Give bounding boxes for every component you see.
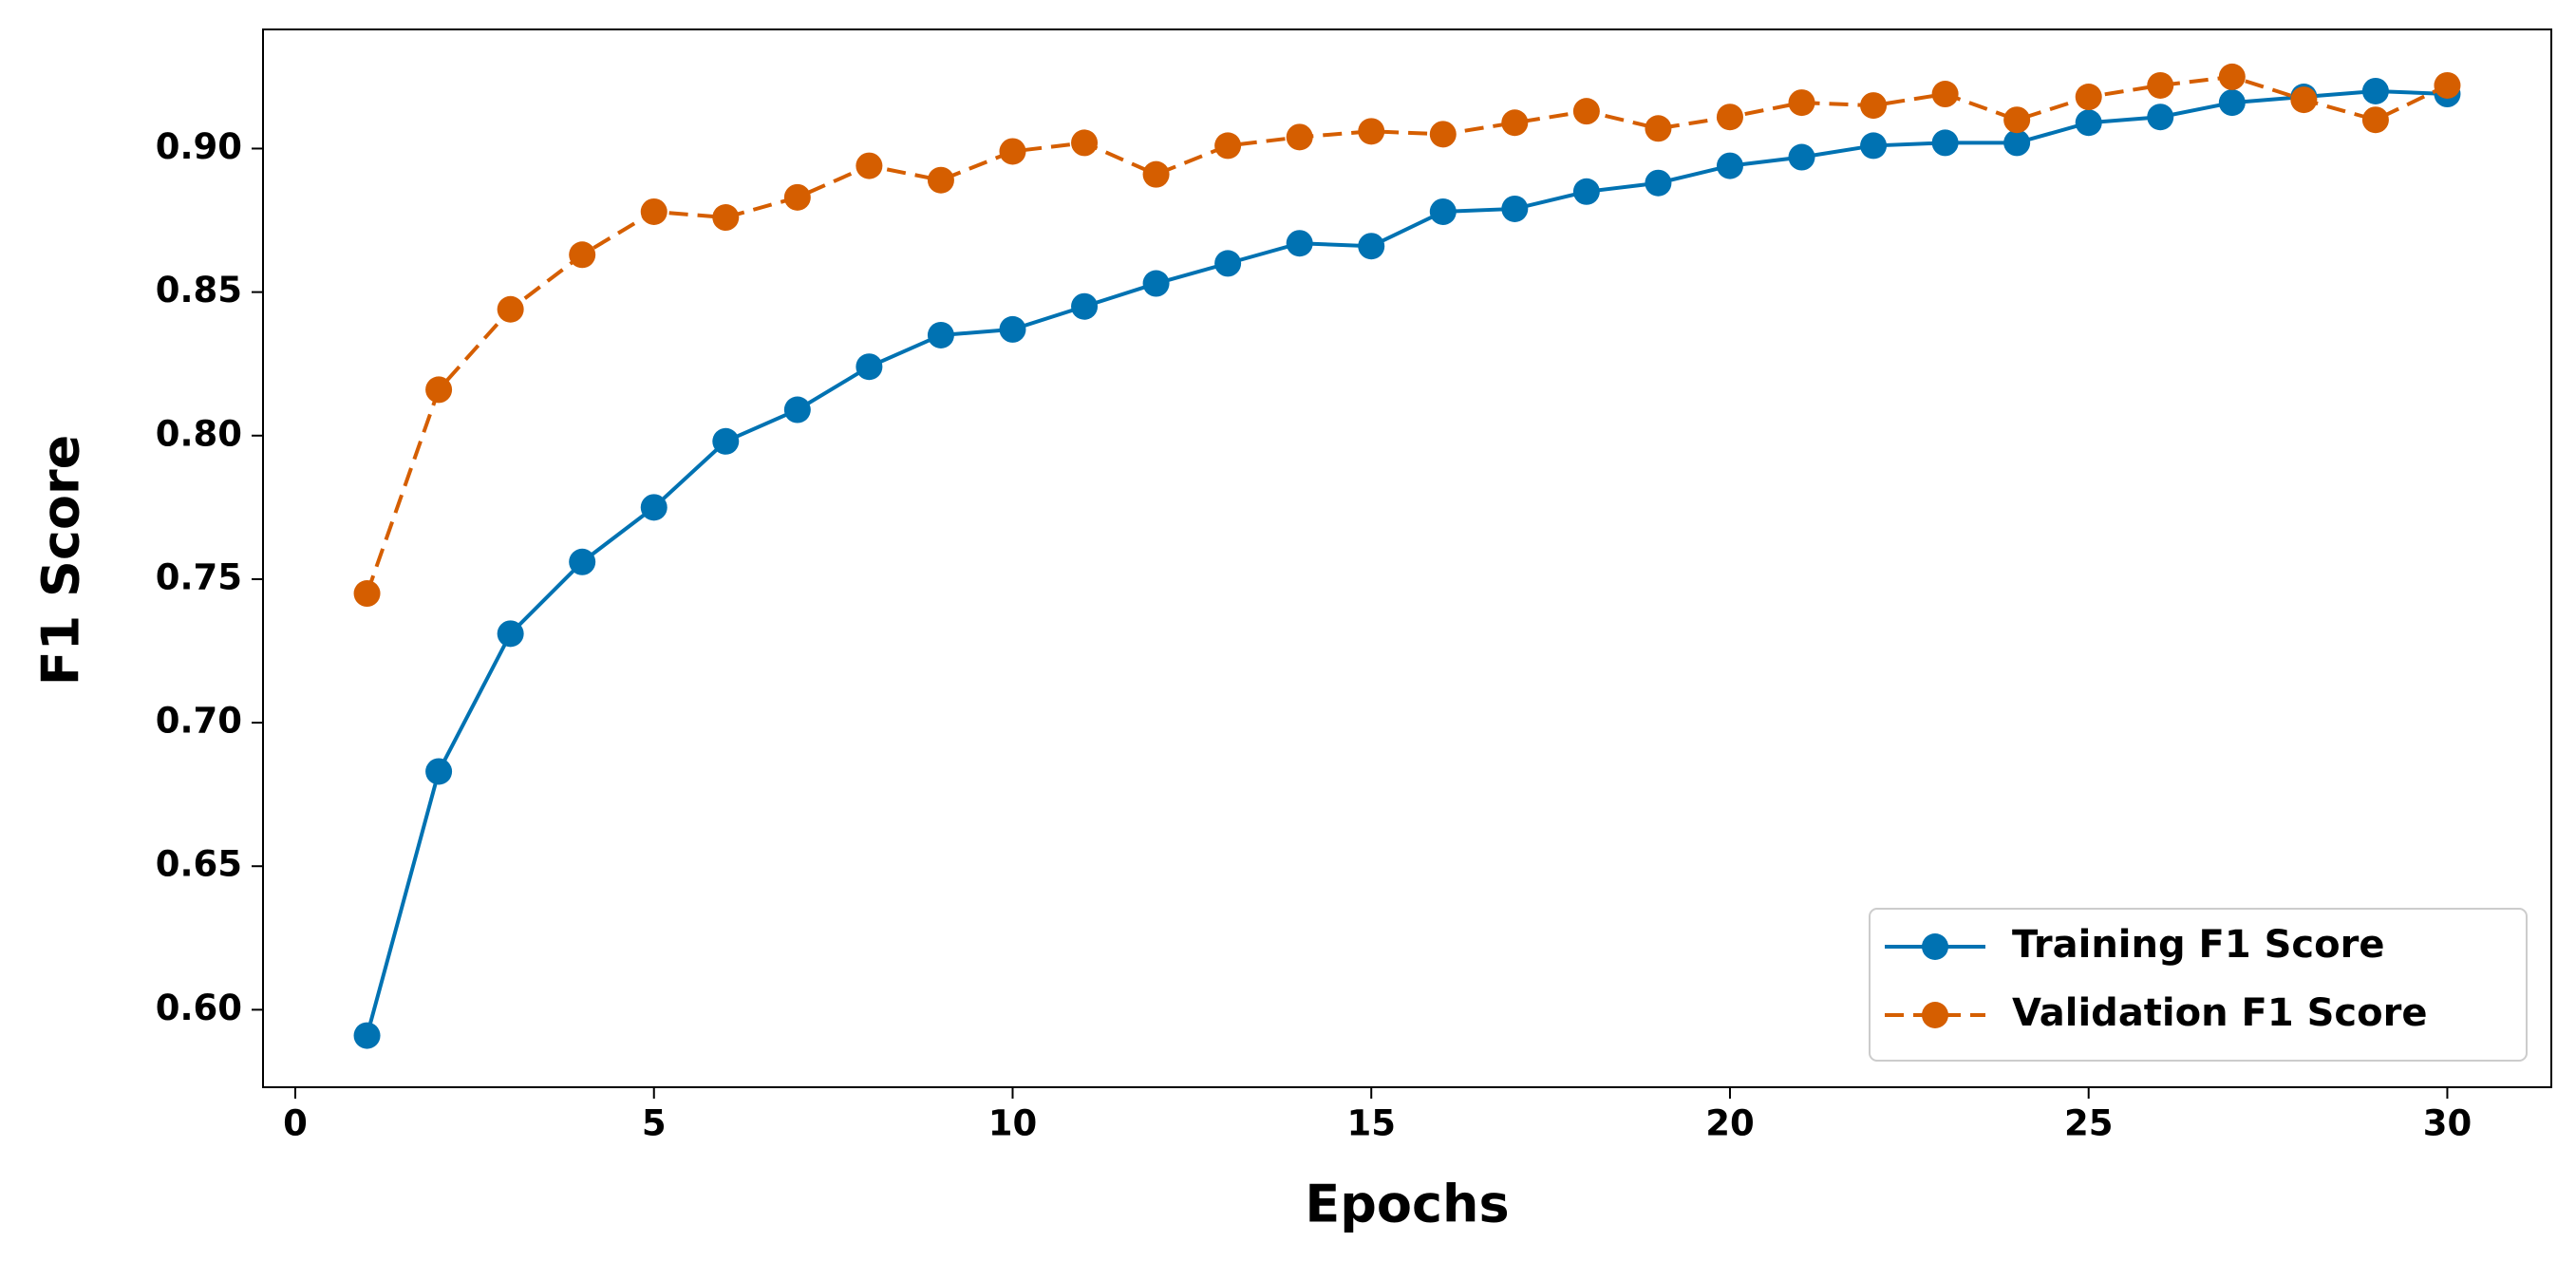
point bbox=[640, 494, 668, 521]
point bbox=[1358, 118, 1385, 145]
point bbox=[1071, 292, 1099, 320]
x-tick-label: 15 bbox=[1346, 1103, 1396, 1144]
point bbox=[2003, 106, 2031, 134]
point bbox=[1788, 143, 1815, 171]
point bbox=[1645, 115, 1672, 142]
point bbox=[1572, 98, 1600, 125]
point bbox=[783, 183, 811, 211]
point bbox=[353, 1022, 381, 1049]
series-line bbox=[365, 74, 2449, 594]
point bbox=[425, 758, 453, 785]
point bbox=[569, 548, 596, 575]
point bbox=[497, 295, 524, 323]
point bbox=[1716, 152, 1743, 179]
point bbox=[1286, 123, 1313, 151]
point bbox=[1142, 270, 1170, 297]
point bbox=[999, 315, 1026, 343]
point bbox=[1788, 89, 1815, 117]
point bbox=[497, 620, 524, 648]
point bbox=[1429, 198, 1457, 225]
point bbox=[856, 152, 883, 179]
legend-marker bbox=[1922, 933, 1948, 960]
point bbox=[712, 427, 740, 455]
y-tick-label: 0.80 bbox=[156, 413, 242, 454]
point bbox=[2147, 71, 2174, 99]
point bbox=[2075, 84, 2102, 111]
point bbox=[1214, 250, 1242, 277]
x-tick-label: 10 bbox=[988, 1103, 1038, 1144]
point bbox=[927, 321, 954, 348]
point bbox=[1429, 121, 1457, 148]
legend-label: Validation F1 Score bbox=[2012, 991, 2427, 1035]
x-tick-label: 5 bbox=[642, 1103, 667, 1144]
y-tick-label: 0.70 bbox=[156, 701, 242, 742]
point bbox=[353, 580, 381, 608]
point bbox=[927, 166, 954, 194]
plot-frame bbox=[262, 28, 2552, 1088]
y-tick-label: 0.75 bbox=[156, 556, 242, 597]
point bbox=[2003, 129, 2031, 157]
point bbox=[1860, 132, 1888, 160]
legend-frame bbox=[1869, 908, 2528, 1062]
y-axis-label: F1 Score bbox=[31, 435, 91, 687]
legend-marker bbox=[1922, 1002, 1948, 1028]
point bbox=[1501, 109, 1529, 137]
point bbox=[569, 241, 596, 269]
point bbox=[1645, 169, 1672, 197]
x-tick-label: 20 bbox=[1705, 1103, 1755, 1144]
y-tick-label: 0.85 bbox=[156, 270, 242, 311]
point bbox=[2361, 77, 2389, 104]
point bbox=[1716, 104, 1743, 131]
point bbox=[999, 138, 1026, 165]
point bbox=[1501, 195, 1529, 222]
x-tick-label: 30 bbox=[2423, 1103, 2473, 1144]
legend: Training F1 Score Validation F1 Score bbox=[1869, 908, 2528, 1062]
point bbox=[1358, 233, 1385, 260]
series-line bbox=[365, 88, 2448, 1037]
point bbox=[1931, 81, 1959, 108]
point bbox=[640, 198, 668, 225]
point bbox=[2218, 89, 2246, 117]
legend-label: Training F1 Score bbox=[2012, 923, 2384, 967]
point bbox=[1572, 178, 1600, 205]
point bbox=[712, 204, 740, 232]
point bbox=[856, 353, 883, 381]
point bbox=[1214, 132, 1242, 160]
x-axis-label: Epochs bbox=[1305, 1175, 1509, 1234]
point bbox=[2290, 86, 2318, 114]
point bbox=[2434, 71, 2461, 99]
point bbox=[1071, 129, 1099, 157]
y-tick-label: 0.90 bbox=[156, 126, 242, 167]
point bbox=[1142, 160, 1170, 188]
point bbox=[2361, 106, 2389, 134]
point bbox=[1931, 129, 1959, 157]
y-tick-label: 0.60 bbox=[156, 988, 242, 1028]
point bbox=[2147, 104, 2174, 131]
x-tick-label: 0 bbox=[283, 1103, 308, 1144]
point bbox=[2218, 63, 2246, 90]
x-tick-label: 25 bbox=[2064, 1103, 2114, 1144]
point bbox=[425, 376, 453, 404]
point bbox=[783, 396, 811, 423]
point bbox=[1286, 230, 1313, 257]
point bbox=[1860, 92, 1888, 120]
point bbox=[2075, 109, 2102, 137]
y-tick-label: 0.65 bbox=[156, 844, 242, 885]
